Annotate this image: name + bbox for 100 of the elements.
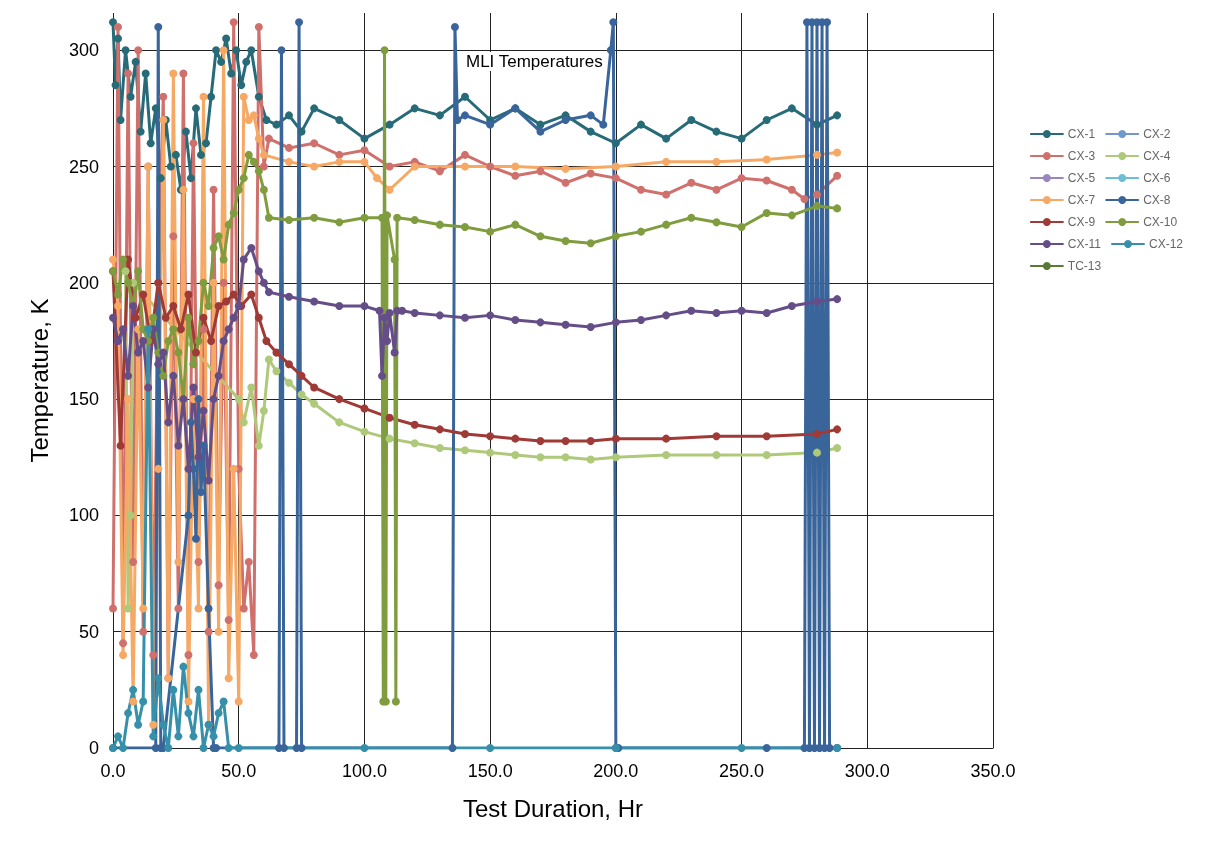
legend-label: CX-1 [1067,127,1096,141]
point [254,22,263,31]
point [385,434,394,443]
point [179,662,188,671]
point [712,432,721,441]
point [184,650,193,659]
point [189,139,198,148]
point [154,464,163,473]
point [224,674,233,683]
point [561,116,570,124]
point [285,143,293,152]
point [149,732,158,741]
point [813,448,821,457]
point [259,162,268,171]
point [486,120,495,129]
point [129,557,138,566]
point [297,371,306,380]
point [191,104,200,113]
text: MLI Temperatures [466,52,603,71]
x-tick-label: 350.0 [970,761,1016,781]
point [277,46,286,55]
point [813,120,821,129]
point [461,446,469,455]
point [229,18,238,27]
point [586,455,595,464]
point [360,134,369,143]
point [189,732,198,741]
point [687,116,696,124]
point [536,436,545,445]
point [114,22,123,31]
point [184,709,193,718]
point [139,697,148,706]
point [159,92,168,101]
legend-label: CX-7 [1067,193,1096,207]
point [800,195,809,204]
point [109,604,117,613]
point [197,488,205,497]
point [410,439,419,448]
point [611,434,620,443]
point [254,92,263,101]
point [599,120,608,129]
point [176,325,185,334]
point [126,511,135,520]
point [194,395,203,404]
point [191,534,200,543]
point [586,111,595,120]
point [262,336,271,345]
point [174,604,183,613]
point [285,378,293,387]
point [833,111,842,120]
point [199,744,208,752]
point [310,383,319,392]
point [637,120,645,129]
point [116,116,125,124]
point [712,450,721,459]
point [385,185,394,194]
point [712,185,721,194]
point [171,150,180,159]
point [247,383,256,392]
point [184,290,193,299]
point [272,348,281,357]
legend-label: CX-10 [1143,215,1178,229]
point [249,111,258,120]
x-tick-label: 150.0 [467,761,513,781]
point [244,116,253,124]
point [712,127,721,136]
y-tick-label: 0 [88,738,99,758]
legend-label: CX-6 [1143,171,1171,185]
point [194,604,203,613]
point [224,744,233,752]
point [360,744,369,752]
point [373,174,381,183]
point [222,34,231,43]
point [219,46,228,55]
point [586,127,595,136]
point [114,302,123,311]
point [109,18,117,27]
point [186,174,195,183]
point [687,178,696,187]
point [164,744,173,752]
point [219,278,228,287]
point [209,278,218,287]
point [214,302,223,311]
point [209,732,218,741]
point [141,69,150,78]
x-tick-label: 200.0 [593,761,639,781]
point [737,174,746,183]
point [737,134,746,143]
point [335,150,344,159]
point [561,178,570,187]
point [435,443,444,452]
point [259,150,268,159]
point [461,111,469,120]
point [410,420,419,429]
point [156,174,165,183]
point [214,627,223,636]
point [833,443,842,452]
point [335,418,344,427]
x-tick-label: 300.0 [844,761,890,781]
point [109,255,117,264]
